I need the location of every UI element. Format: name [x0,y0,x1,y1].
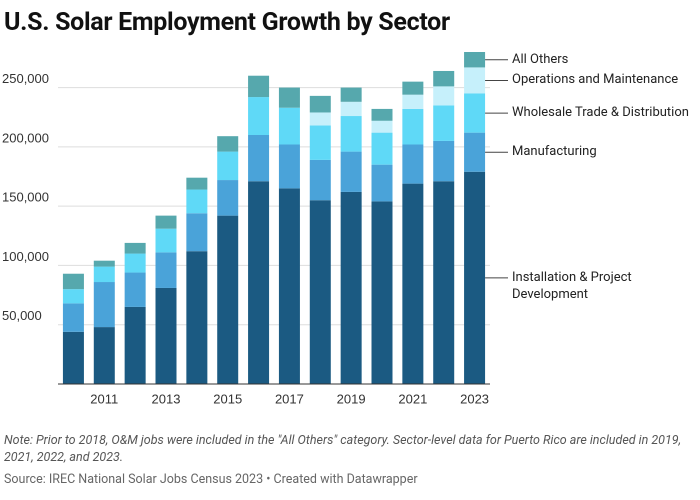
bar-segment [433,86,455,106]
bar-segment [248,181,270,384]
bar-segment [248,135,270,182]
bar-segment [309,200,331,384]
bar-segment [93,260,115,267]
bar-segment [278,87,300,108]
bar-segment [309,95,331,113]
chart-title: U.S. Solar Employment Growth by Sector [4,8,450,37]
legend-label: All Others [512,51,569,67]
bar-segment [464,171,486,384]
legend-label: Operations and Maintenance [512,72,679,88]
bar-segment [278,144,300,189]
bar-segment [340,116,362,152]
x-tick-label: 2023 [460,391,489,406]
bar-segment [93,327,115,384]
bar-segment [278,107,300,145]
bar-segment [464,67,486,94]
bar-segment [124,253,146,273]
x-tick-label: 2017 [275,391,304,406]
y-tick-label: 250,000 [2,71,49,86]
x-tick-label: 2019 [337,391,366,406]
bar-segment [93,266,115,283]
bar-segment [124,306,146,384]
bar-segment [433,181,455,384]
bar-segment [433,140,455,182]
y-tick-label: 200,000 [2,130,49,145]
x-tick-label: 2021 [398,391,427,406]
bar-segment [464,93,486,133]
bar-segment [62,273,84,290]
bar-segment [402,144,424,184]
bar-segment [371,108,393,121]
bar-segment [155,252,177,288]
bar-segment [464,52,486,68]
bar-segment [371,132,393,165]
bar-segment [371,201,393,384]
bar-segment [186,251,208,384]
bar-segment [217,215,239,384]
bar-segment [155,287,177,384]
plot: 50,000 100,000 150,000 200,000 250,000 2011 20… [2,52,508,406]
bar-segment [248,97,270,135]
bar-segment [124,242,146,254]
bar-segment [62,303,84,332]
bar-segment [402,81,424,95]
bar-segment [402,94,424,109]
bar-segment [464,132,486,172]
bar-segment [433,70,455,87]
y-tick-label: 150,000 [2,190,49,205]
bar-segment [186,189,208,214]
bar-segment [309,159,331,201]
bar-segment [124,272,146,307]
bar-segment [309,112,331,126]
bar-segment [340,87,362,102]
bar-segment [371,164,393,202]
bar-segment [309,125,331,160]
x-tick-label: 2015 [213,391,242,406]
bar-segment [217,136,239,152]
bar-segment [402,108,424,145]
bar-segment [186,177,208,190]
legend-label: Wholesale Trade & Distribution [512,105,689,121]
source: Source: IREC National Solar Jobs Census … [4,472,418,487]
bar-segment [340,151,362,192]
bar-segment [186,213,208,252]
bar-segment [371,120,393,133]
x-tick-label: 2013 [152,391,181,406]
bar-segment [278,188,300,384]
y-tick-label: 100,000 [2,249,49,264]
bar-segment [217,151,239,181]
bar-segment [340,191,362,384]
note: Note: Prior to 2018, O&M jobs were inclu… [4,433,682,465]
bar-segment [155,228,177,253]
bar-segment [340,101,362,117]
bar-segment [217,180,239,216]
bar-segment [402,183,424,384]
bar-segment [433,105,455,141]
legend-label: Manufacturing [512,144,597,160]
bar-segment [62,289,84,304]
bar-segment [248,75,270,98]
x-tick-label: 2011 [90,391,118,406]
y-tick-label: 50,000 [2,308,42,323]
bar-segment [155,215,177,229]
legend-label: Installation & Project Development [512,269,632,302]
bar-segment [93,282,115,328]
bar-segment [62,331,84,384]
